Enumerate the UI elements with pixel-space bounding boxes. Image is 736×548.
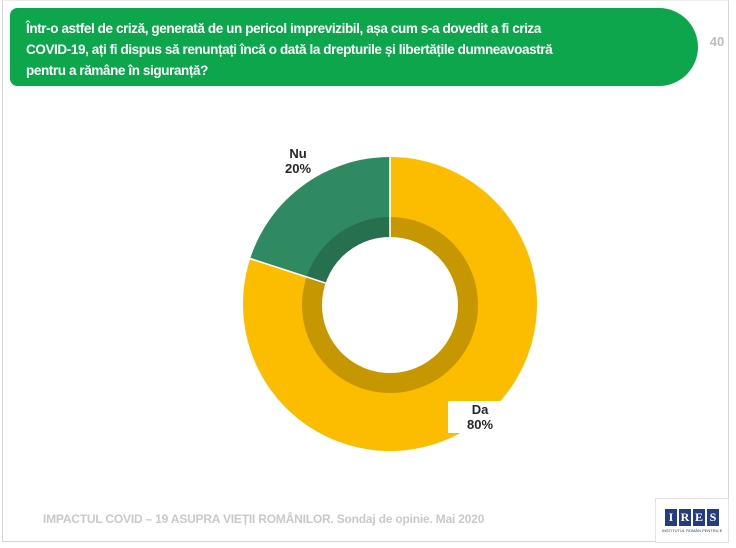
data-label-nu-name: Nu (289, 146, 307, 161)
donut-chart: Nu 20% Da 80% (231, 145, 561, 485)
ires-logo: I R E S INSTITUTUL ROMÂN PENTRU EVALUARE… (655, 498, 729, 543)
ires-logo-letter-s: S (707, 508, 719, 526)
data-label-da-value: 80% (466, 417, 494, 432)
data-label-da: Da 80% (448, 401, 512, 433)
ires-logo-letter-i: I (665, 508, 677, 526)
ires-logo-letter-e: E (693, 508, 705, 526)
data-label-da-name: Da (471, 402, 489, 417)
question-line-1: Într-o astfel de criză, generată de un p… (26, 21, 542, 36)
ires-logo-letter-r: R (679, 508, 691, 526)
donut-chart-svg (242, 156, 537, 451)
data-label-nu: Nu 20% (266, 146, 330, 176)
ires-logo-tagline: INSTITUTUL ROMÂN PENTRU EVALUARE ȘI STRA… (662, 527, 722, 533)
page-number: 40 (709, 34, 725, 49)
ires-logo-tiles: I R E S (665, 508, 719, 526)
data-label-nu-value: 20% (284, 161, 312, 176)
question-line-2: COVID-19, ați fi dispus să renunțați înc… (26, 42, 553, 57)
footer-source: IMPACTUL COVID – 19 ASUPRA VIEȚII ROMÂNI… (43, 512, 485, 526)
question-banner: Într-o astfel de criză, generată de un p… (10, 8, 698, 86)
slide: Într-o astfel de criză, generată de un p… (2, 0, 729, 543)
question-line-3: pentru a rămâne în siguranță? (26, 63, 208, 78)
